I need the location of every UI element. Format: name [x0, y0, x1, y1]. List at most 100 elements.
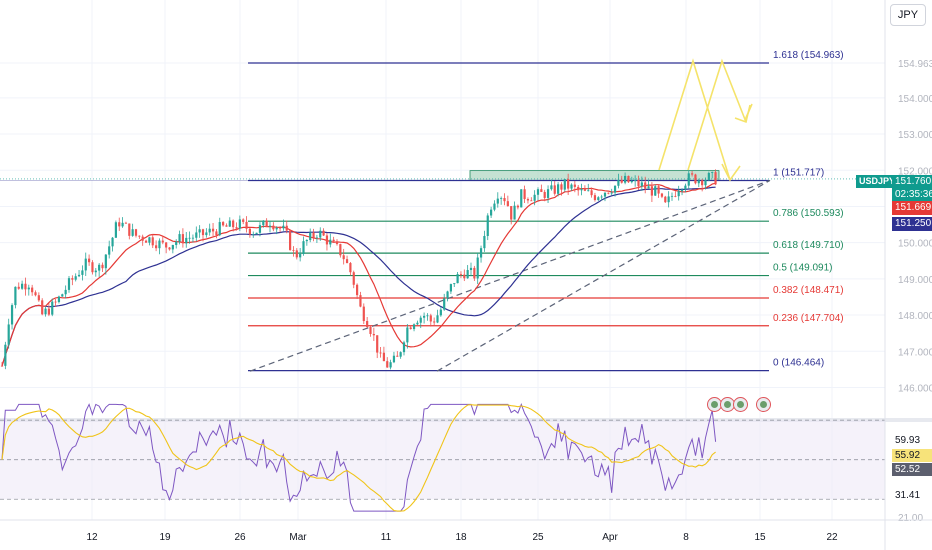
candle-body — [570, 184, 573, 189]
candle-body — [376, 335, 379, 353]
candle-body — [175, 241, 178, 245]
candle-body — [275, 227, 278, 230]
y-tick-label: 147.000 — [898, 347, 932, 358]
candle-body — [329, 239, 332, 245]
x-tick-label: 22 — [826, 532, 838, 543]
candle-body — [81, 270, 84, 275]
rsi-tag-55: 55.92 — [892, 449, 932, 462]
candle-body — [278, 227, 282, 229]
candle-body — [459, 274, 463, 275]
fib-level-label: 1 (151.717) — [773, 168, 824, 179]
candle-body — [637, 179, 640, 187]
candle-body — [469, 267, 473, 271]
candle-body — [51, 301, 54, 315]
candle-body — [101, 264, 104, 269]
ma-fast-line — [1, 182, 716, 367]
candle-body — [577, 186, 580, 191]
candle-body — [674, 195, 677, 197]
candle-body — [67, 278, 71, 290]
event-badges[interactable] — [707, 397, 771, 412]
candle-body — [10, 305, 14, 325]
last-price-value: 151.760 — [895, 176, 932, 187]
ma-fast-tag: 151.669 — [892, 201, 932, 215]
candle-body — [516, 205, 519, 208]
candle-body — [647, 186, 650, 189]
candle-body — [191, 237, 195, 239]
candles — [0, 169, 717, 370]
candle-body — [94, 270, 97, 273]
candle-body — [493, 203, 496, 210]
candle-body — [664, 196, 667, 203]
candle-body — [446, 291, 449, 299]
candle-body — [449, 284, 452, 292]
candle-body — [319, 230, 322, 238]
rsi-tick-label: 21.00 — [898, 513, 923, 524]
candle-body — [362, 306, 365, 322]
candle-body — [550, 185, 553, 190]
fib-level-label: 0.236 (147.704) — [773, 313, 844, 324]
us-flag-icon[interactable] — [733, 397, 748, 412]
candle-body — [687, 173, 690, 186]
candle-body — [171, 244, 174, 250]
candle-body — [439, 309, 442, 316]
x-tick-label: 26 — [234, 532, 246, 543]
candle-body — [443, 298, 446, 310]
projection-path-1 — [658, 58, 731, 181]
x-tick-label: 19 — [159, 532, 171, 543]
candle-body — [536, 189, 540, 195]
candle-body — [111, 237, 114, 247]
symbol-tag[interactable]: USDJPY — [856, 175, 895, 188]
candle-body — [242, 219, 245, 222]
trendline-lower — [249, 179, 771, 372]
candle-body — [627, 175, 630, 183]
candle-body — [466, 270, 469, 279]
candle-body — [299, 253, 302, 258]
candle-body — [597, 197, 600, 201]
us-flag-icon[interactable] — [756, 397, 771, 412]
y-tick-label: 146.000 — [898, 383, 932, 394]
x-tick-label: 12 — [86, 532, 98, 543]
candle-body — [490, 209, 493, 216]
fib-level-label: 0 (146.464) — [773, 358, 824, 369]
candle-body — [255, 232, 258, 235]
candle-body — [289, 230, 292, 250]
candle-body — [540, 189, 543, 192]
currency-button[interactable]: JPY — [890, 4, 926, 26]
projection-arrowhead — [744, 103, 753, 121]
candle-body — [37, 295, 40, 301]
candle-body — [258, 225, 262, 233]
candle-body — [607, 192, 610, 194]
candle-body — [506, 201, 509, 207]
ma-slow-tag: 151.250 — [892, 217, 932, 231]
candle-body — [600, 196, 603, 198]
ma-slow-line — [1, 186, 716, 367]
trendline-upper — [436, 179, 771, 372]
candle-body — [701, 180, 704, 186]
candle-body — [215, 231, 218, 236]
fib-level-label: 0.618 (149.710) — [773, 240, 844, 251]
candle-body — [305, 240, 308, 242]
candle-body — [232, 220, 235, 228]
candle-body — [684, 185, 687, 190]
candle-body — [245, 221, 248, 229]
candle-body — [426, 315, 429, 317]
candle-body — [211, 228, 215, 232]
candle-body — [680, 189, 684, 192]
x-tick-label: 18 — [455, 532, 467, 543]
candle-body — [34, 292, 37, 296]
candle-body — [567, 179, 570, 189]
candle-body — [389, 362, 392, 368]
fib-level-label: 0.382 (148.471) — [773, 285, 844, 296]
candle-body — [677, 191, 680, 197]
candle-body — [553, 185, 556, 194]
candle-body — [520, 189, 523, 208]
candle-body — [667, 196, 670, 203]
candle-body — [158, 240, 161, 249]
candle-body — [7, 324, 10, 345]
candle-body — [510, 206, 513, 220]
y-tick-label: 150.000 — [898, 239, 932, 250]
candle-body — [546, 189, 550, 198]
candle-body — [366, 321, 369, 328]
candle-body — [634, 179, 637, 182]
